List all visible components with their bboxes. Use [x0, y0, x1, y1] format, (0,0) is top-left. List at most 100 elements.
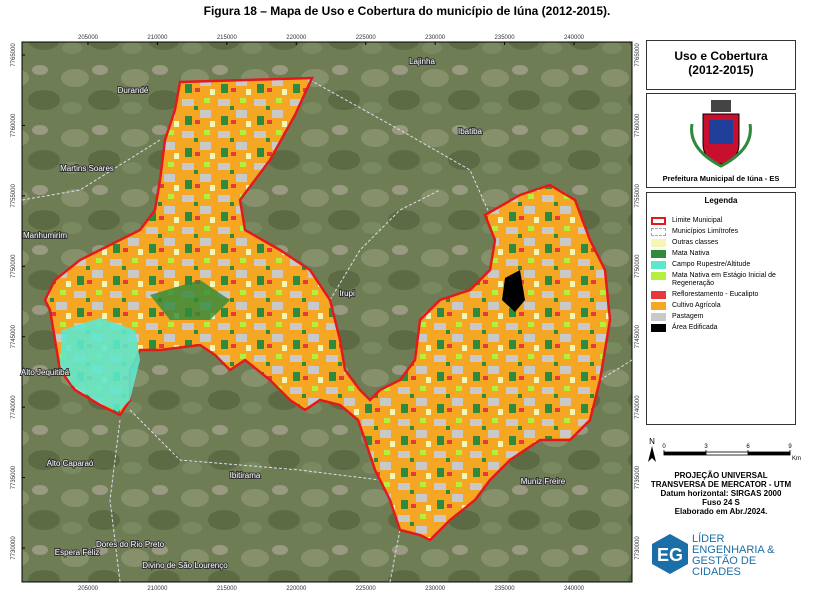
- legend-item: Mata Nativa em Estágio Inicial de Regene…: [651, 272, 795, 288]
- projection-line: Datum horizontal: SIRGAS 2000: [660, 489, 782, 498]
- y-tick-label: 7755000: [635, 184, 640, 208]
- svg-text:Espera Feliz: Espera Feliz: [55, 548, 99, 557]
- svg-text:Manhumirim: Manhumirim: [23, 231, 67, 240]
- logo-text: LÍDER ENGENHARIA & GESTÃO DE CIDADES: [692, 534, 800, 578]
- scale-segment: [664, 452, 706, 455]
- legend-item: Pastagem: [651, 313, 795, 321]
- legend-item: Cultivo Agrícola: [651, 302, 795, 310]
- y-tick-label: 7750000: [11, 254, 17, 278]
- forest-area: [150, 280, 230, 320]
- logo-line: GESTÃO DE CIDADES: [692, 555, 757, 578]
- legend-item: Reflorestamento - Eucalipto: [651, 291, 795, 299]
- svg-text:Ibatiba: Ibatiba: [458, 127, 483, 136]
- y-tick-label: 7765000: [635, 43, 640, 67]
- legend-label: Limite Municipal: [672, 217, 723, 224]
- north-arrow: N: [649, 437, 655, 446]
- legend-label: Campo Rupestre/Altitude: [672, 261, 751, 268]
- company-logo: EG LÍDER ENGENHARIA & GESTÃO DE CIDADES: [650, 530, 800, 580]
- municipal-limit: [43, 76, 612, 542]
- y-tick-label: 7735000: [11, 465, 17, 489]
- svg-text:Dores do Rio Preto: Dores do Rio Preto: [96, 540, 165, 549]
- campo-rupestre-area: [60, 318, 140, 412]
- y-tick-label: 7750000: [635, 254, 640, 278]
- logo-line: LÍDER: [692, 533, 725, 545]
- x-tick-label: 240000: [564, 35, 585, 41]
- x-tick-label: 240000: [564, 586, 585, 592]
- title-line: (2012-2015): [688, 63, 754, 77]
- svg-text:Lajinha: Lajinha: [409, 57, 435, 66]
- x-tick-label: 225000: [356, 35, 377, 41]
- legend-swatch: [651, 313, 666, 321]
- legend-item: Outras classes: [651, 239, 795, 247]
- x-tick-label: 235000: [495, 35, 516, 41]
- projection-line: Fuso 24 S: [702, 498, 740, 507]
- legend-item: Campo Rupestre/Altitude: [651, 261, 795, 269]
- legend-swatch: [651, 239, 666, 247]
- neighbor-boundaries: [22, 79, 632, 582]
- legend-label: Mata Nativa: [672, 250, 710, 257]
- x-tick-label: 225000: [356, 586, 377, 592]
- legend-swatch: [651, 272, 666, 280]
- legend-swatch: [651, 228, 666, 236]
- x-tick-label: 210000: [147, 35, 168, 41]
- x-tick-label: 210000: [147, 586, 168, 592]
- y-tick-label: 7740000: [11, 395, 17, 419]
- scale-unit: Km: [792, 456, 801, 462]
- x-tick-label: 205000: [78, 586, 99, 592]
- logo-mark: EG: [652, 534, 688, 574]
- scale-label: 3: [704, 444, 708, 450]
- y-tick-label: 7740000: [635, 395, 640, 419]
- scale-label: 0: [662, 444, 666, 450]
- scale-bar: N 0 3 6 9Km: [648, 437, 801, 462]
- title-line: Uso e Cobertura: [674, 49, 768, 63]
- y-tick-label: 7765000: [11, 43, 17, 67]
- svg-text:Irupi: Irupi: [339, 289, 355, 298]
- coordinate-ticks: 205000 205000 210000 210000 215000 215000 2200…: [11, 35, 640, 592]
- projection: PROJEÇÃO UNIVERSAL TRANSVERSA DE MERCATO…: [646, 471, 796, 516]
- y-tick-label: 7755000: [11, 184, 17, 208]
- scale-label: 6: [746, 444, 750, 450]
- x-tick-label: 205000: [78, 35, 99, 41]
- legend: Legenda Limite Municipal Municípios Limít…: [646, 192, 796, 425]
- y-tick-label: 7745000: [11, 324, 17, 348]
- x-tick-label: 220000: [286, 586, 307, 592]
- scale-label: 9: [788, 444, 792, 450]
- place-labels: Lajinha Durandé Ibatiba Martins Soares M…: [20, 56, 567, 571]
- urban-area: [502, 270, 525, 312]
- emblem: [690, 100, 752, 168]
- legend-title: Legenda: [704, 196, 738, 205]
- panel-title: Uso e Cobertura (2012-2015): [646, 40, 796, 90]
- legend-label: Área Edificada: [672, 324, 718, 331]
- svg-text:Durandé: Durandé: [118, 86, 149, 95]
- legend-label: Cultivo Agrícola: [672, 302, 721, 309]
- legend-swatch: [651, 261, 666, 269]
- y-tick-label: 7760000: [11, 113, 17, 137]
- legend-item: Municípios Limítrofes: [651, 228, 795, 236]
- projection-line: Elaborado em Abr./2024.: [674, 507, 768, 516]
- svg-text:Divino de São Lourenço: Divino de São Lourenço: [142, 561, 228, 570]
- svg-text:Alto Caparaó: Alto Caparaó: [47, 459, 94, 468]
- figure-title: Figura 18 – Mapa de Uso e Cobertura do m…: [203, 4, 611, 18]
- x-tick-label: 230000: [425, 586, 446, 592]
- legend-label: Mata Nativa em Estágio Inicial de Regene…: [672, 272, 776, 287]
- legend-swatch: [651, 217, 666, 225]
- legend-swatch: [651, 302, 666, 310]
- x-tick-label: 230000: [425, 35, 446, 41]
- emblem-box: Prefeitura Municipal de Iúna - ES: [646, 93, 796, 188]
- x-tick-label: 220000: [286, 35, 307, 41]
- legend-label: Pastagem: [672, 313, 704, 320]
- svg-text:Ibitirama: Ibitirama: [230, 471, 261, 480]
- legend-swatch: [651, 324, 666, 332]
- svg-text:EG: EG: [657, 545, 683, 565]
- x-tick-label: 215000: [217, 35, 238, 41]
- y-tick-label: 7745000: [635, 324, 640, 348]
- y-tick-label: 7760000: [635, 113, 640, 137]
- scale: 0 3 6 9Km: [662, 444, 801, 462]
- x-tick-label: 215000: [217, 586, 238, 592]
- svg-text:Alto Jequitibá: Alto Jequitibá: [21, 368, 70, 377]
- legend-swatch: [651, 291, 666, 299]
- legend-swatch: [651, 250, 666, 258]
- y-tick-label: 7730000: [11, 536, 17, 560]
- logo-line: ENGENHARIA &: [692, 544, 775, 556]
